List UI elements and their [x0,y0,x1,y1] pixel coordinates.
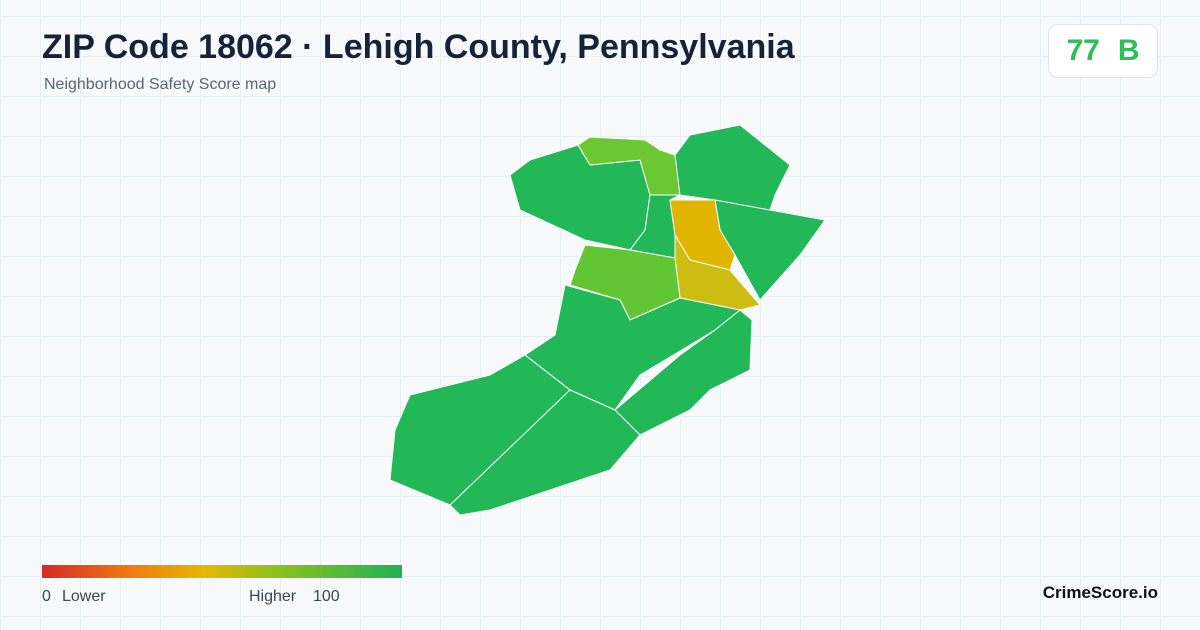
grade: B [1117,34,1140,67]
legend-min-label: Lower [62,588,106,605]
title: ZIP Code 18062 · Lehigh County, Pennsylv… [42,28,795,66]
region [449,389,641,516]
legend-max: 100 [313,588,340,605]
subtitle: Neighborhood Safety Score map [44,76,277,93]
region [524,284,741,411]
legend-min: 0 [42,588,51,605]
region [614,309,753,436]
score-badge: 77 B [1048,24,1158,78]
brand: CrimeScore.io [1042,583,1158,602]
legend-max-label: Higher [249,588,297,605]
score: 77 [1066,34,1100,67]
legend-gradient [42,565,402,578]
region [674,124,791,211]
